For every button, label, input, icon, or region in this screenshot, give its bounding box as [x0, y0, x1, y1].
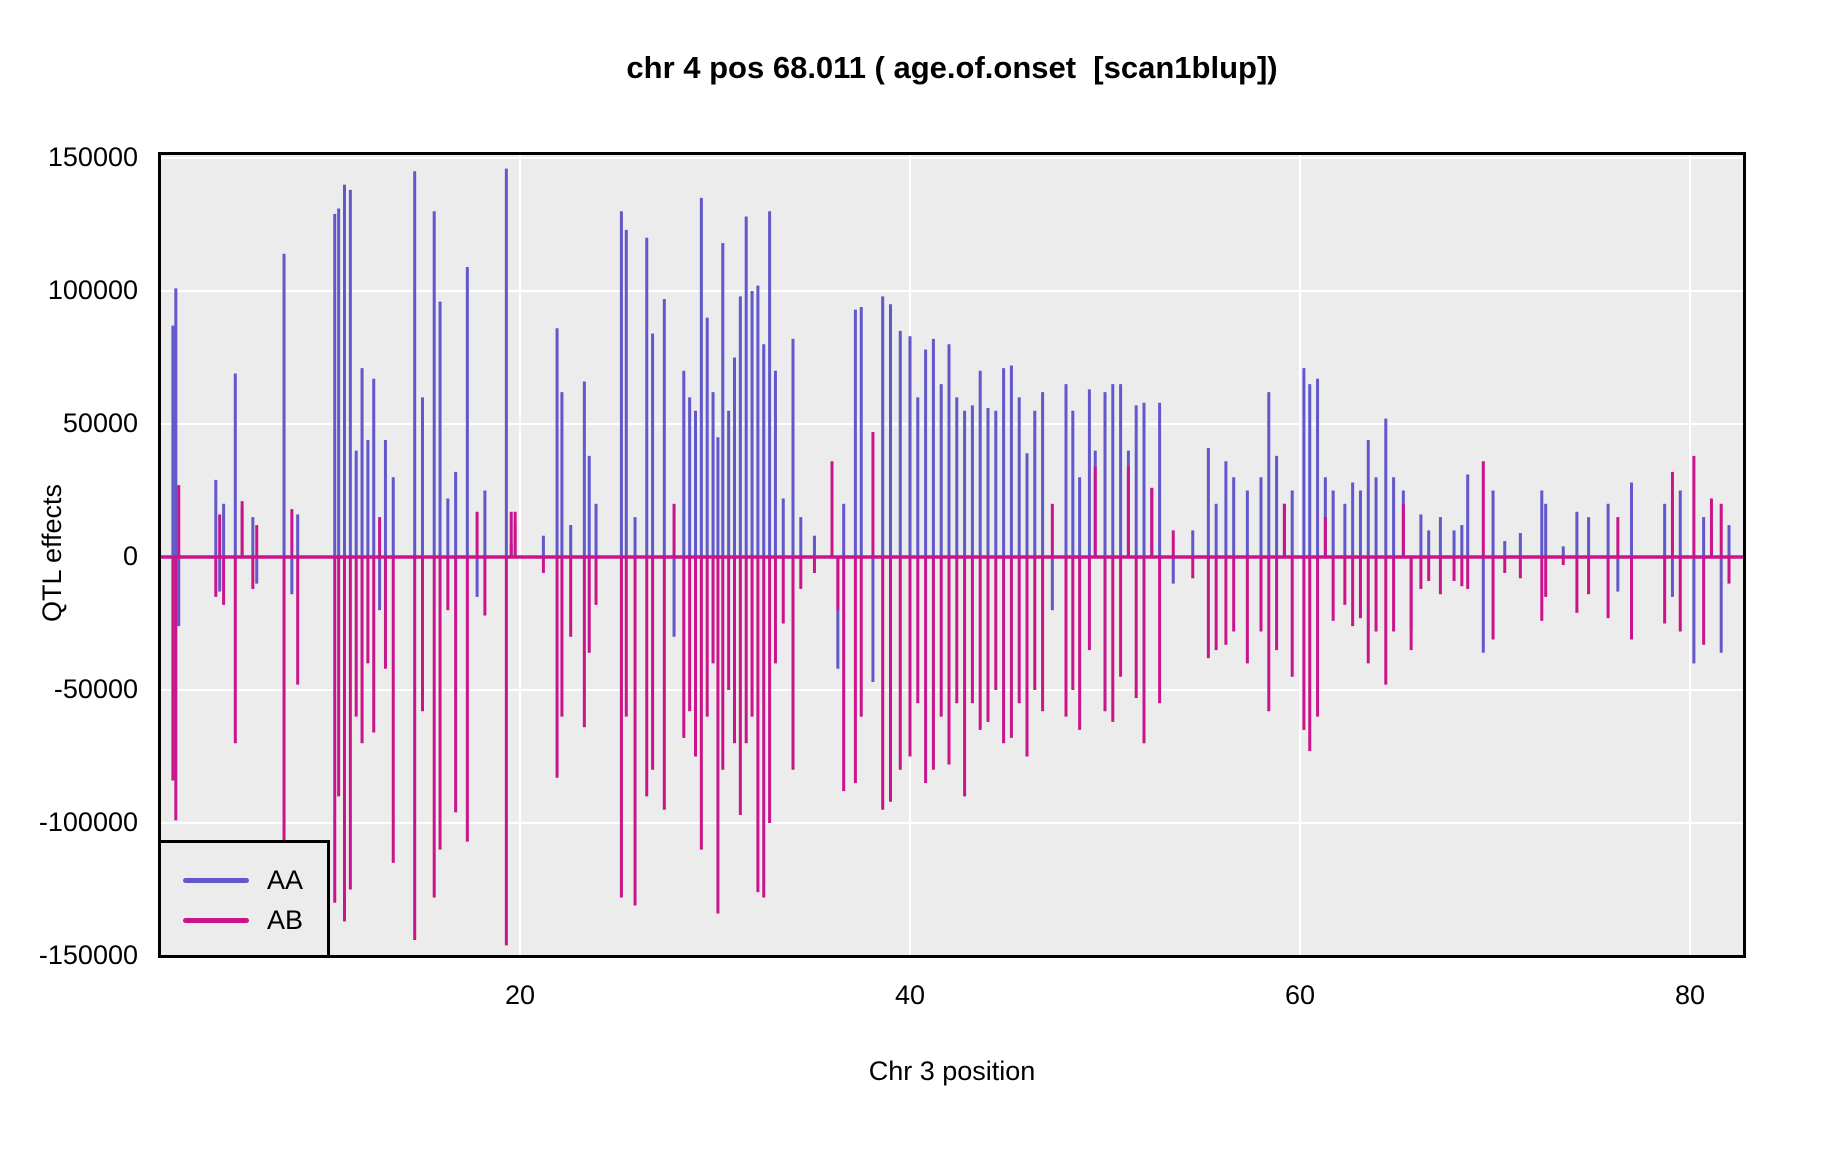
- y-tick-label: -100000: [38, 807, 138, 837]
- x-tick-label: 40: [894, 980, 926, 1010]
- plot-canvas: [158, 152, 1746, 958]
- x-tick-label: 60: [1284, 980, 1316, 1010]
- y-tick-label: 50000: [62, 408, 138, 438]
- chart-title: chr 4 pos 68.011 ( age.of.onset [scan1bl…: [626, 50, 1278, 85]
- legend-label: AB: [267, 904, 304, 935]
- y-tick-label: -50000: [53, 674, 138, 704]
- legend-line-AA: [183, 877, 249, 883]
- x-tick-label: 80: [1674, 980, 1706, 1010]
- plot-panel: [158, 152, 1746, 958]
- y-tick-label: 150000: [47, 142, 138, 172]
- x-tick-label: 20: [504, 980, 536, 1010]
- panel-border: [158, 152, 1746, 958]
- y-tick-label: 0: [122, 541, 138, 571]
- legend-entry-AA: AA: [161, 861, 327, 899]
- legend-line-AB: [183, 917, 249, 923]
- legend-label: AA: [267, 864, 304, 895]
- legend-box: AA AB: [158, 840, 330, 958]
- legend-entry-AB: AB: [161, 901, 327, 939]
- y-tick-label: -150000: [38, 940, 138, 970]
- y-tick-label: 100000: [47, 275, 138, 305]
- series-AB: [158, 431, 1746, 946]
- panel-background: [158, 152, 1746, 958]
- x-axis-title: Chr 3 position: [868, 1056, 1036, 1086]
